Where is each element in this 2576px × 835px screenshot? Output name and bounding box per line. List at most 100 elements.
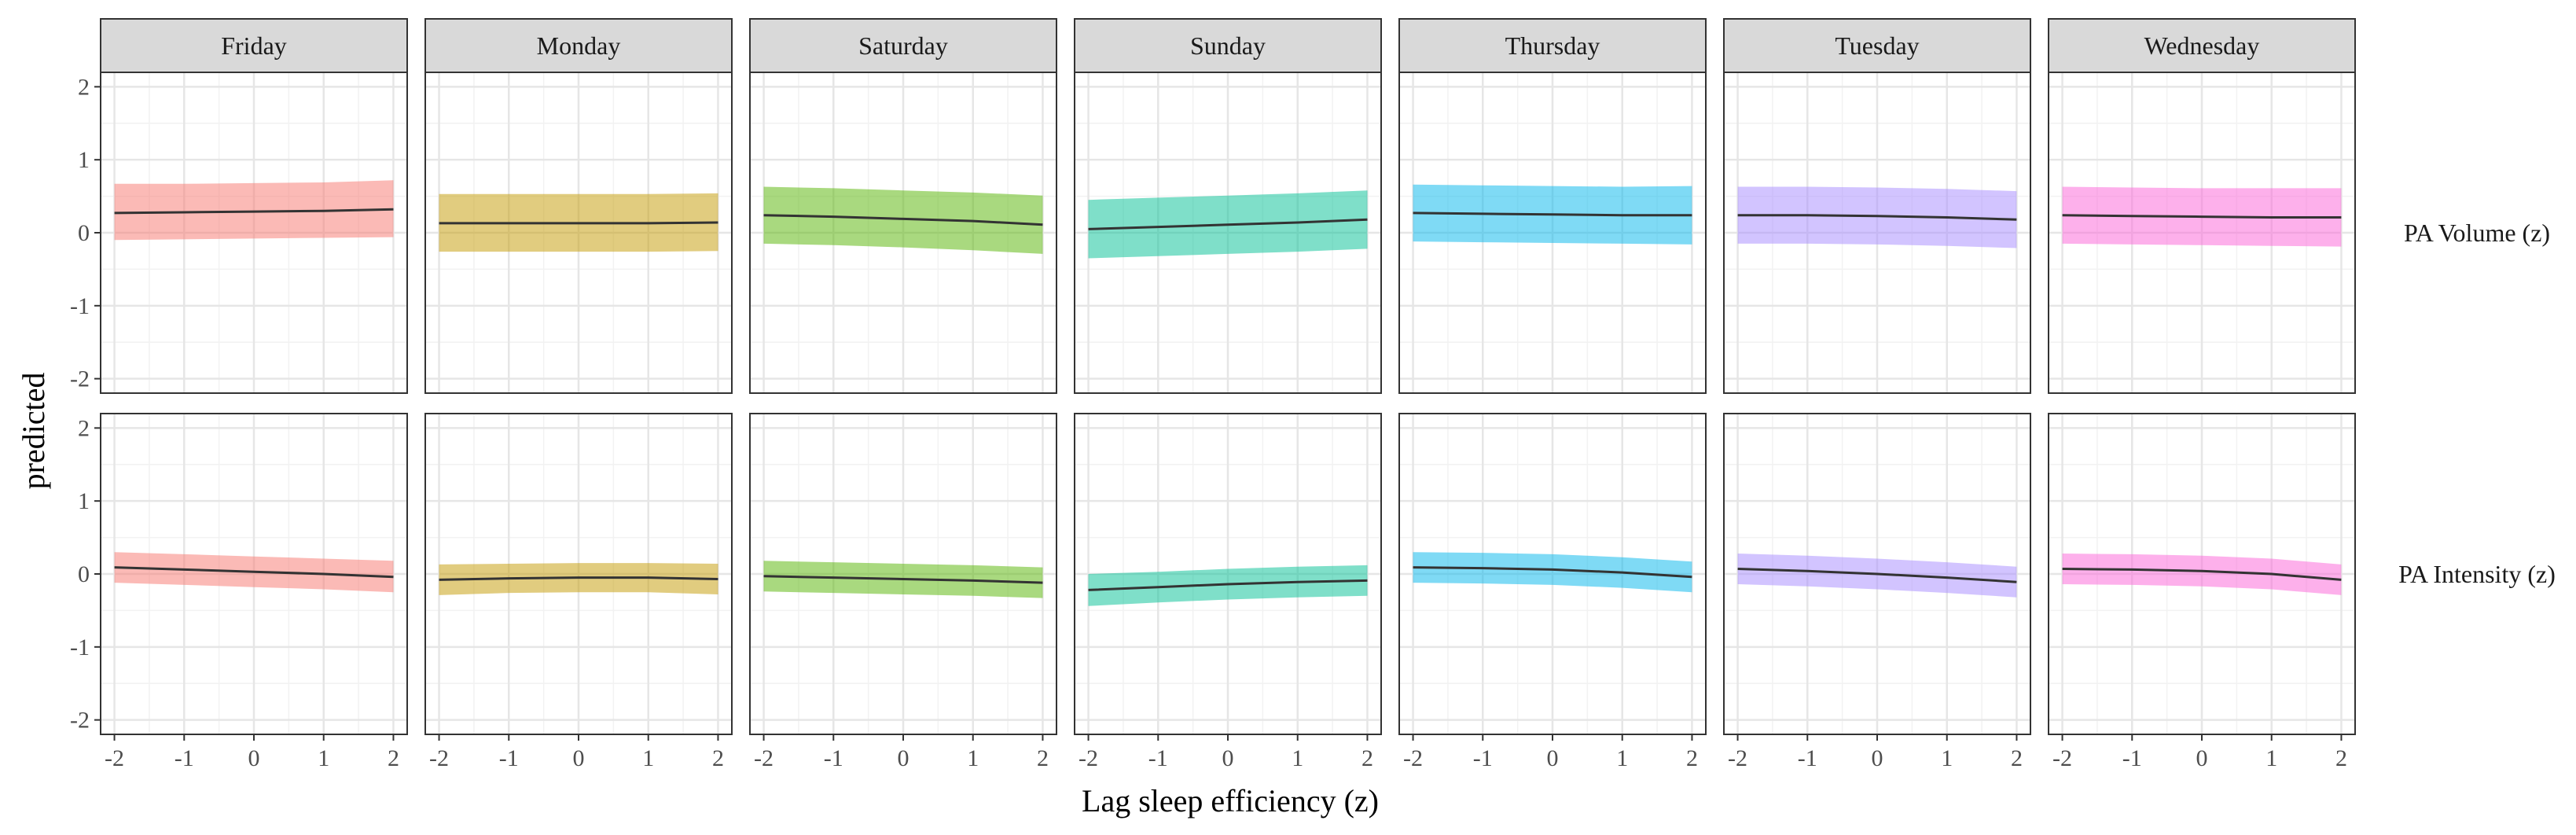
y-axis-title: predicted — [16, 373, 51, 490]
facet-strip-friday — [100, 18, 408, 73]
panel-pa-intensity-z-thursday — [1398, 413, 1707, 735]
facet-label-saturday: Saturday — [858, 31, 948, 60]
panel-pa-intensity-z-monday — [424, 413, 733, 735]
y-tick-label: 2 — [78, 74, 90, 100]
panel-pa-volume-z-friday — [100, 72, 408, 394]
x-tick-label: 1 — [642, 745, 654, 771]
facet-label-tuesday: Tuesday — [1835, 31, 1919, 60]
x-tick-label: 1 — [967, 745, 979, 771]
panel-pa-intensity-z-wednesday — [2048, 413, 2356, 735]
facet-strip-saturday — [749, 18, 1057, 73]
panel-pa-intensity-z-saturday — [749, 413, 1057, 735]
x-tick-label: 0 — [1222, 745, 1234, 771]
y-tick-label: 2 — [78, 415, 90, 441]
panel-border — [424, 72, 733, 394]
panel-border — [1723, 72, 2031, 394]
x-tick-label: 2 — [2335, 745, 2347, 771]
prediction-line — [1413, 566, 1692, 579]
facet-label-monday: Monday — [537, 31, 621, 60]
panel-border — [2048, 72, 2356, 394]
panel-border — [1074, 72, 1382, 394]
confidence-ribbon — [1737, 554, 2017, 598]
x-tick-label: -2 — [429, 745, 449, 771]
x-tick-label: -2 — [2052, 745, 2072, 771]
x-tick-label: 0 — [573, 745, 585, 771]
facet-strip-tuesday — [1723, 18, 2031, 73]
prediction-line — [763, 214, 1043, 226]
x-tick-label: -2 — [1728, 745, 1747, 771]
x-tick-label: -1 — [1473, 745, 1493, 771]
x-tick-label: -1 — [2122, 745, 2142, 771]
prediction-line — [114, 208, 394, 215]
x-tick-label: -1 — [499, 745, 519, 771]
y-tick-label: -2 — [70, 708, 90, 734]
x-tick-label: 2 — [1361, 745, 1373, 771]
x-tick-label: 0 — [1547, 745, 1559, 771]
panels-layer: Friday Monday Saturday Sunday Thursday Tuesda… — [70, 18, 2556, 771]
panel-border — [1398, 72, 1707, 394]
facet-label-wednesday: Wednesday — [2144, 31, 2260, 60]
x-tick-label: -2 — [105, 745, 124, 771]
panel-pa-intensity-z-sunday — [1074, 413, 1382, 735]
confidence-ribbon — [114, 180, 394, 241]
confidence-ribbon — [1088, 565, 1368, 606]
panel-pa-volume-z-saturday — [749, 72, 1057, 394]
x-axis-title: Lag sleep efficiency (z) — [1082, 783, 1379, 818]
y-tick-label: -1 — [70, 293, 90, 319]
x-tick-label: 0 — [248, 745, 260, 771]
prediction-line — [2062, 214, 2342, 219]
facet-label-thursday: Thursday — [1505, 31, 1600, 60]
facet-row-label-pa-intensity-z: PA Intensity (z) — [2398, 560, 2556, 588]
x-tick-label: 0 — [2196, 745, 2208, 771]
y-tick-label: 1 — [78, 488, 90, 514]
x-tick-label: 2 — [388, 745, 399, 771]
x-tick-label: 1 — [318, 745, 329, 771]
prediction-line — [114, 566, 394, 579]
x-tick-label: -1 — [824, 745, 843, 771]
confidence-ribbon — [439, 563, 718, 595]
y-tick-label: -1 — [70, 635, 90, 660]
prediction-line — [1737, 568, 2017, 583]
facet-strip-sunday — [1074, 18, 1382, 73]
x-tick-label: 2 — [712, 745, 724, 771]
confidence-ribbon — [1413, 552, 1692, 593]
x-tick-label: 2 — [1686, 745, 1698, 771]
y-tick-label: 0 — [78, 220, 90, 246]
x-tick-label: 1 — [1292, 745, 1303, 771]
prediction-line — [439, 576, 718, 581]
panel-border — [749, 72, 1057, 394]
facet-row-label-pa-volume-z: PA Volume (z) — [2404, 219, 2550, 247]
x-tick-label: 2 — [1037, 745, 1049, 771]
x-tick-label: 0 — [1872, 745, 1883, 771]
prediction-line — [1088, 218, 1368, 230]
panel-pa-volume-z-thursday — [1398, 72, 1707, 394]
panel-pa-intensity-z-friday — [100, 413, 408, 735]
x-tick-label: -1 — [1798, 745, 1817, 771]
confidence-ribbon — [2062, 554, 2342, 595]
x-tick-label: 2 — [2011, 745, 2023, 771]
prediction-line — [1413, 212, 1692, 217]
facet-strip-monday — [424, 18, 733, 73]
panel-pa-intensity-z-tuesday — [1723, 413, 2031, 735]
x-tick-label: -2 — [754, 745, 774, 771]
prediction-line — [1737, 214, 2017, 221]
panel-pa-volume-z-tuesday — [1723, 72, 2031, 394]
panel-pa-volume-z-wednesday — [2048, 72, 2356, 394]
panel-pa-volume-z-monday — [424, 72, 733, 394]
x-tick-label: 1 — [2265, 745, 2277, 771]
x-tick-label: -1 — [175, 745, 194, 771]
confidence-ribbon — [1737, 186, 2017, 248]
x-tick-label: 1 — [1941, 745, 1953, 771]
y-tick-label: 0 — [78, 561, 90, 587]
x-tick-label: 1 — [1616, 745, 1628, 771]
confidence-ribbon — [763, 186, 1043, 254]
x-tick-label: -2 — [1079, 745, 1098, 771]
facet-label-sunday: Sunday — [1190, 31, 1266, 60]
y-tick-label: -2 — [70, 366, 90, 392]
prediction-line — [763, 575, 1043, 584]
y-tick-label: 1 — [78, 147, 90, 173]
panel-pa-volume-z-sunday — [1074, 72, 1382, 394]
x-tick-label: -1 — [1148, 745, 1168, 771]
prediction-line — [1088, 579, 1368, 591]
